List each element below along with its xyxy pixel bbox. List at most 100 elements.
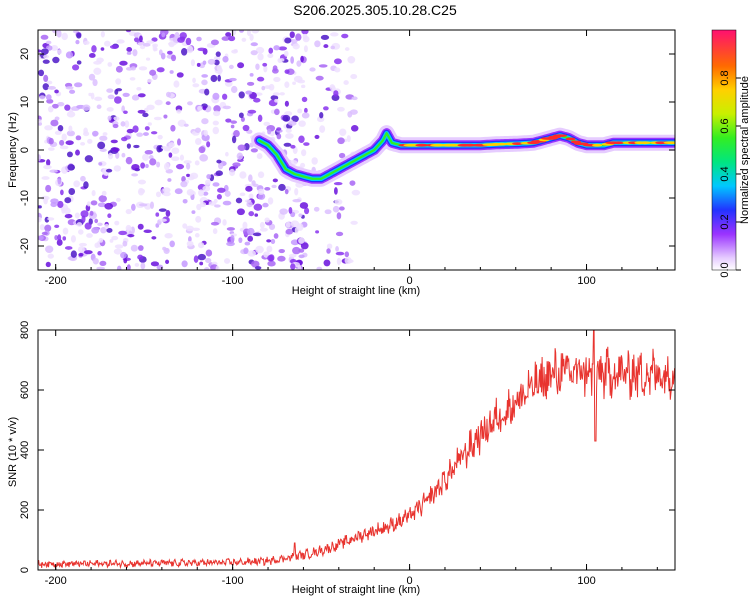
speckle — [230, 120, 238, 124]
speckle — [194, 137, 202, 146]
speckle — [337, 137, 345, 145]
speckle — [210, 39, 219, 46]
speckle — [61, 133, 67, 141]
speckle — [114, 89, 119, 95]
speckle — [262, 202, 269, 208]
speckle — [64, 246, 73, 250]
speckle — [131, 203, 136, 211]
y-tick-label: -20 — [19, 238, 31, 254]
speckle — [257, 171, 265, 179]
speckle — [114, 96, 122, 104]
speckle — [44, 224, 52, 232]
y-tick-label: 10 — [19, 96, 31, 108]
speckle — [237, 62, 245, 69]
speckle — [248, 211, 255, 217]
speckle — [338, 152, 346, 159]
speckle — [198, 146, 206, 154]
speckle — [278, 248, 286, 254]
speckle — [97, 141, 106, 150]
speckle — [171, 147, 180, 155]
speckle — [302, 33, 308, 40]
speckle — [149, 69, 157, 76]
speckle — [91, 190, 96, 197]
speckle — [213, 105, 221, 113]
speckle — [92, 78, 98, 87]
speckle — [40, 34, 49, 40]
speckle — [247, 250, 256, 257]
speckle — [157, 134, 163, 140]
speckle — [309, 67, 316, 72]
speckle — [116, 39, 125, 44]
speckle — [300, 242, 309, 250]
speckle — [45, 261, 51, 268]
speckle — [229, 64, 234, 70]
speckle — [326, 243, 333, 250]
speckle — [297, 79, 306, 84]
speckle — [185, 37, 192, 46]
speckle — [283, 50, 289, 57]
ridge-hot-spot — [552, 134, 568, 138]
speckle — [188, 236, 192, 243]
speckle — [186, 162, 191, 170]
speckle — [207, 58, 216, 65]
speckle — [238, 237, 243, 244]
speckle — [298, 120, 306, 127]
speckle — [250, 260, 260, 268]
speckle — [52, 30, 58, 34]
speckle — [315, 230, 320, 234]
speckle — [233, 48, 238, 53]
speckle — [134, 262, 140, 267]
speckle — [205, 179, 211, 185]
speckle — [216, 159, 222, 164]
speckle — [183, 123, 189, 127]
speckle — [57, 200, 64, 209]
speckle — [284, 189, 289, 195]
speckle — [137, 187, 145, 196]
speckle — [164, 232, 173, 239]
speckle — [78, 229, 84, 235]
speckle — [292, 81, 297, 85]
speckle — [338, 206, 345, 211]
speckle — [133, 144, 140, 149]
speckle — [101, 190, 107, 196]
speckle — [197, 253, 206, 261]
speckle — [83, 131, 90, 137]
speckle — [97, 202, 106, 208]
speckle — [323, 259, 331, 267]
speckle — [83, 181, 89, 189]
speckle — [196, 62, 201, 67]
speckle — [204, 88, 210, 96]
speckle — [290, 144, 296, 149]
speckle — [351, 189, 361, 196]
speckle — [88, 73, 96, 81]
speckle — [244, 199, 252, 203]
speckle — [190, 59, 195, 67]
speckle — [145, 57, 151, 61]
speckle — [147, 122, 152, 126]
speckle — [191, 210, 196, 215]
speckle — [83, 40, 90, 45]
speckle — [130, 244, 138, 252]
speckle — [162, 246, 167, 251]
speckle — [255, 46, 265, 54]
speckle — [153, 47, 158, 52]
speckle — [271, 68, 279, 74]
speckle — [249, 73, 254, 77]
speckle — [54, 130, 62, 135]
speckle — [129, 77, 136, 81]
speckle — [199, 201, 207, 208]
speckle — [50, 119, 59, 127]
speckle — [225, 118, 232, 123]
speckle — [255, 245, 264, 254]
speckle — [263, 121, 271, 127]
speckle — [248, 174, 253, 182]
speckle — [228, 77, 237, 82]
speckle — [239, 192, 246, 197]
speckle — [216, 194, 222, 200]
speckle — [201, 118, 209, 125]
speckle — [70, 250, 77, 258]
speckle — [214, 204, 221, 208]
speckle — [70, 235, 76, 243]
speckle — [186, 45, 194, 54]
speckle — [54, 89, 59, 94]
